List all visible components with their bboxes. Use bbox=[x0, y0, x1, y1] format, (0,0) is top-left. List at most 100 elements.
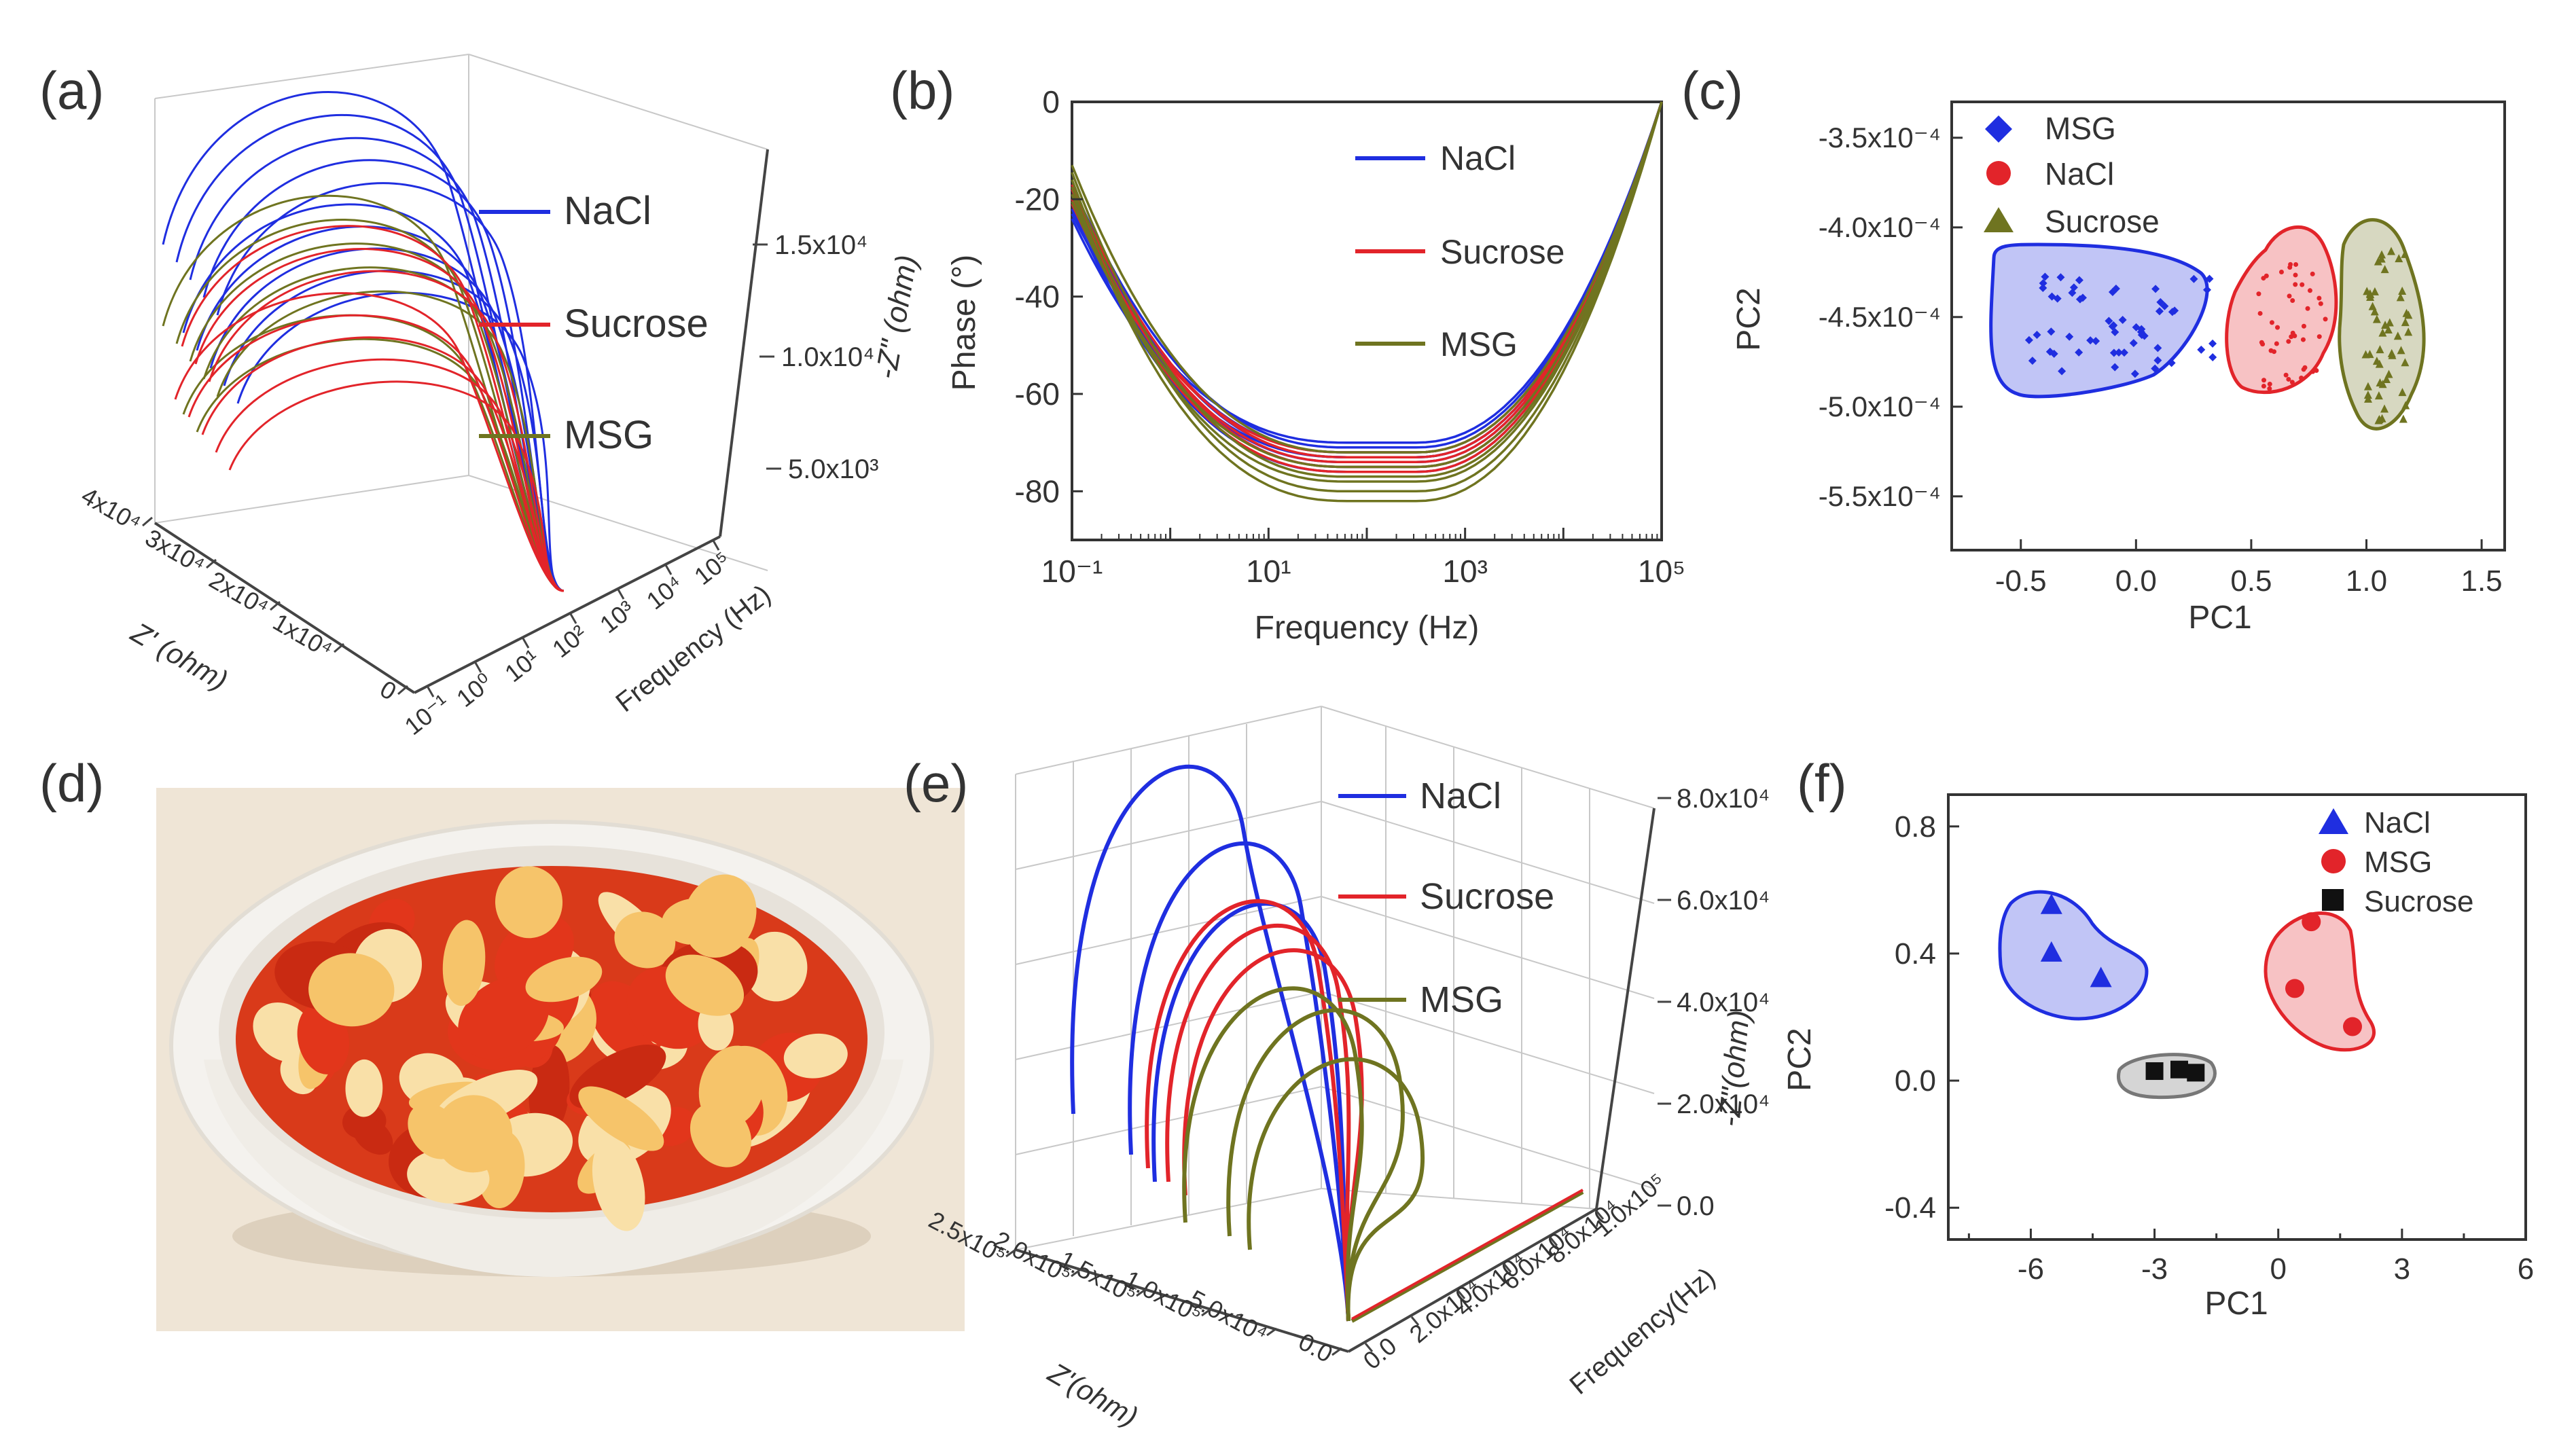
panel-a-curve-sucrose-7 bbox=[228, 380, 565, 592]
panel-b-xtick-label: 10⁻¹ bbox=[1041, 554, 1103, 589]
panel-c-point-msg bbox=[2153, 356, 2162, 365]
panel-c-point-sucrose bbox=[2370, 307, 2379, 316]
panel-c-point-sucrose bbox=[2401, 401, 2410, 410]
panel-a-legend: NaCl Sucrose MSG bbox=[479, 189, 709, 457]
legend-f-sucrose-marker bbox=[2322, 889, 2344, 911]
panel-a-xtick-label: 2x10⁴ bbox=[204, 566, 274, 621]
panel-a: (a) 5.0x10³ 1.0x10⁴ 1.5x10⁴ 0 1x10⁴2x10⁴3x1… bbox=[39, 54, 924, 740]
panel-c-point-nacl bbox=[2261, 384, 2266, 389]
legend-f-nacl-marker bbox=[2319, 808, 2348, 834]
panel-c-point-sucrose bbox=[2396, 293, 2405, 302]
panel-c-point-sucrose bbox=[2398, 388, 2407, 397]
panel-c-point-nacl bbox=[2264, 273, 2269, 278]
legend-e-nacl: NaCl bbox=[1420, 776, 1501, 816]
panel-e-curves bbox=[1070, 764, 1584, 1323]
tomato-egg-dish-photo bbox=[169, 820, 934, 1277]
panel-c-point-sucrose bbox=[2382, 375, 2391, 384]
panel-c-points bbox=[2024, 247, 2413, 424]
panel-b-ytick-label: -20 bbox=[1015, 181, 1060, 217]
panel-c-point-msg bbox=[2075, 276, 2083, 285]
panel-c-xtick-label: 1.5 bbox=[2461, 564, 2502, 598]
panel-c-point-sucrose bbox=[2378, 328, 2387, 337]
legend-b-nacl: NaCl bbox=[1440, 139, 1516, 177]
panel-c-point-sucrose bbox=[2376, 345, 2384, 354]
panel-c-point-nacl bbox=[2293, 261, 2299, 267]
panel-a-ztick-mark bbox=[522, 638, 530, 649]
panel-c-point-nacl bbox=[2300, 282, 2305, 287]
panel-b-xtick-label: 10⁵ bbox=[1638, 554, 1685, 589]
panel-c-xlabel: PC1 bbox=[2188, 600, 2251, 636]
panel-c-xtick-label: 1.0 bbox=[2346, 564, 2387, 598]
panel-c-ytick-label: -4.5x10⁻⁴ bbox=[1819, 301, 1941, 333]
panel-c-point-msg bbox=[2039, 283, 2047, 292]
panel-c-point-nacl bbox=[2289, 380, 2295, 385]
panel-c-label: (c) bbox=[1681, 60, 1743, 120]
panel-b-curve-sucrose-0 bbox=[1071, 101, 1663, 458]
panel-c-point-sucrose bbox=[2404, 310, 2413, 319]
panel-e-ztick-mark bbox=[1595, 1210, 1605, 1220]
panel-f-point-msg-1 bbox=[2285, 979, 2304, 998]
legend-f-msg: MSG bbox=[2364, 846, 2432, 879]
panel-c-point-sucrose bbox=[2380, 404, 2389, 413]
cluster-msg-hull bbox=[1989, 242, 2209, 399]
panel-a-ztick-mark bbox=[617, 589, 625, 600]
panel-a-ztick-mark bbox=[712, 540, 720, 551]
panel-f-point-msg-0 bbox=[2302, 912, 2321, 932]
panel-a-ztick-mark bbox=[569, 613, 577, 624]
legend-f-nacl: NaCl bbox=[2364, 806, 2431, 839]
panel-b: (b) 0 -20 -40 -60 -80 10⁻¹ 10¹ 10³ 10⁵ Frequenc… bbox=[890, 60, 1685, 646]
panel-c-point-nacl bbox=[2307, 288, 2312, 293]
panel-c-point-nacl bbox=[2302, 365, 2308, 370]
food-blob bbox=[783, 1033, 848, 1079]
panel-c-point-nacl bbox=[2269, 320, 2274, 325]
panel-a-curve-sucrose-6 bbox=[215, 358, 565, 592]
panel-c-point-msg bbox=[2068, 289, 2077, 297]
panel-c-point-nacl bbox=[2275, 325, 2280, 330]
panel-b-curve-msg-3 bbox=[1071, 101, 1663, 503]
legend-e-sucrose: Sucrose bbox=[1420, 876, 1554, 917]
panel-c-point-nacl bbox=[2290, 330, 2295, 336]
panel-a-ytick-label: 1.5x10⁴ bbox=[774, 230, 867, 260]
legend-msg: MSG bbox=[564, 413, 654, 457]
panel-f-xlabel: PC1 bbox=[2204, 1286, 2268, 1322]
panel-c-point-nacl bbox=[2286, 376, 2291, 382]
panel-c-point-msg bbox=[2189, 274, 2198, 283]
panel-c-point-sucrose bbox=[2397, 346, 2405, 355]
panel-c-point-msg bbox=[2047, 327, 2056, 336]
panel-c-point-sucrose bbox=[2401, 318, 2410, 327]
legend-b-sucrose: Sucrose bbox=[1440, 233, 1564, 271]
panel-c-point-nacl bbox=[2316, 334, 2322, 340]
panel-a-ztick-label: 10⁵ bbox=[689, 545, 736, 590]
panel-c-point-nacl bbox=[2267, 381, 2272, 386]
panel-e-xtick-mark bbox=[1071, 1268, 1081, 1278]
cluster-f-nacl-hull bbox=[1998, 890, 2149, 1021]
food-blob bbox=[683, 874, 757, 958]
panel-c-point-msg bbox=[2205, 274, 2214, 283]
panel-c-point-nacl bbox=[2293, 272, 2298, 278]
panel-a-curve-sucrose-0 bbox=[181, 225, 565, 592]
panel-b-curve-sucrose-4 bbox=[1071, 101, 1663, 454]
panel-c-point-msg bbox=[2041, 272, 2050, 281]
panel-c-point-nacl bbox=[2261, 378, 2267, 383]
panel-f-point-nacl-0 bbox=[2040, 893, 2062, 914]
panel-a-curve-sucrose-3 bbox=[174, 292, 565, 592]
panel-c-legend: MSG NaCl Sucrose bbox=[1984, 111, 2160, 239]
panel-a-xtick-mark bbox=[270, 600, 281, 611]
panel-e-ytick-label: 6.0x10⁴ bbox=[1677, 886, 1770, 916]
panel-c-point-sucrose bbox=[2393, 331, 2402, 340]
panel-e-ztick-mark bbox=[1503, 1263, 1512, 1273]
panel-c-point-msg bbox=[2058, 367, 2067, 376]
panel-b-curve-sucrose-3 bbox=[1071, 101, 1663, 473]
panel-a-ytick-label: 1.0x10⁴ bbox=[781, 342, 874, 372]
panel-c-point-nacl bbox=[2257, 310, 2263, 316]
panel-a-curve-msg-0 bbox=[162, 194, 565, 592]
panel-c-point-msg bbox=[2105, 316, 2113, 325]
legend-c-msg-marker bbox=[1985, 115, 2012, 143]
panel-a-xtick-mark bbox=[206, 558, 217, 569]
panel-c-point-msg bbox=[2033, 330, 2041, 339]
panel-c-point-nacl bbox=[2259, 340, 2264, 345]
panel-a-curves bbox=[162, 91, 565, 592]
panel-c-point-nacl bbox=[2323, 316, 2328, 322]
panel-c-ylabel: PC2 bbox=[1731, 287, 1767, 350]
food-blob bbox=[614, 911, 676, 969]
